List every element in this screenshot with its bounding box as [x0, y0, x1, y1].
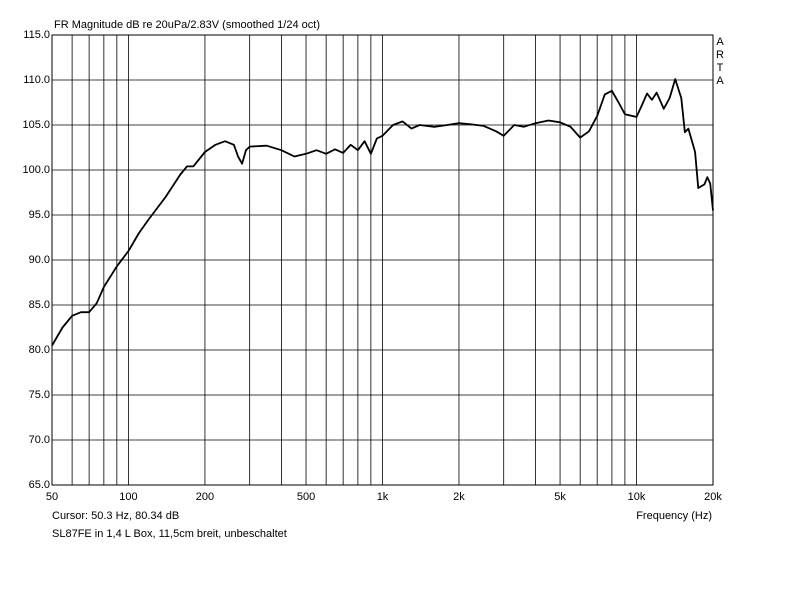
y-tick-label: 95.0	[29, 209, 50, 221]
y-tick-label: 80.0	[29, 344, 50, 356]
y-tick-label: 85.0	[29, 299, 50, 311]
x-tick-label: 50	[46, 491, 58, 503]
x-tick-label: 10k	[628, 491, 646, 503]
y-tick-label: 65.0	[29, 479, 50, 491]
x-tick-label: 5k	[554, 491, 566, 503]
watermark-letter: A	[716, 75, 724, 87]
y-tick-label: 90.0	[29, 254, 50, 266]
y-tick-label: 100.0	[22, 164, 50, 176]
plot-frame	[51, 34, 714, 486]
x-tick-label: 2k	[453, 491, 465, 503]
cursor-readout: Cursor: 50.3 Hz, 80.34 dB	[52, 510, 179, 522]
response-curve	[51, 78, 714, 346]
watermark-letter: A	[716, 36, 724, 48]
y-tick-label: 75.0	[29, 389, 50, 401]
chart-title: FR Magnitude dB re 20uPa/2.83V (smoothed…	[54, 19, 320, 31]
caption: SL87FE in 1,4 L Box, 11,5cm breit, unbes…	[52, 528, 287, 540]
x-tick-label: 1k	[377, 491, 389, 503]
y-tick-label: 110.0	[23, 74, 50, 86]
y-tick-label: 115.0	[23, 29, 50, 41]
x-tick-label: 20k	[704, 491, 722, 503]
x-axis-label: Frequency (Hz)	[636, 510, 712, 522]
y-tick-label: 70.0	[29, 434, 50, 446]
y-tick-label: 105.0	[22, 119, 50, 131]
x-tick-label: 100	[119, 491, 137, 503]
x-tick-label: 200	[196, 491, 214, 503]
x-tick-label: 500	[297, 491, 315, 503]
watermark-letter: R	[716, 49, 724, 61]
watermark-letter: T	[717, 62, 724, 74]
